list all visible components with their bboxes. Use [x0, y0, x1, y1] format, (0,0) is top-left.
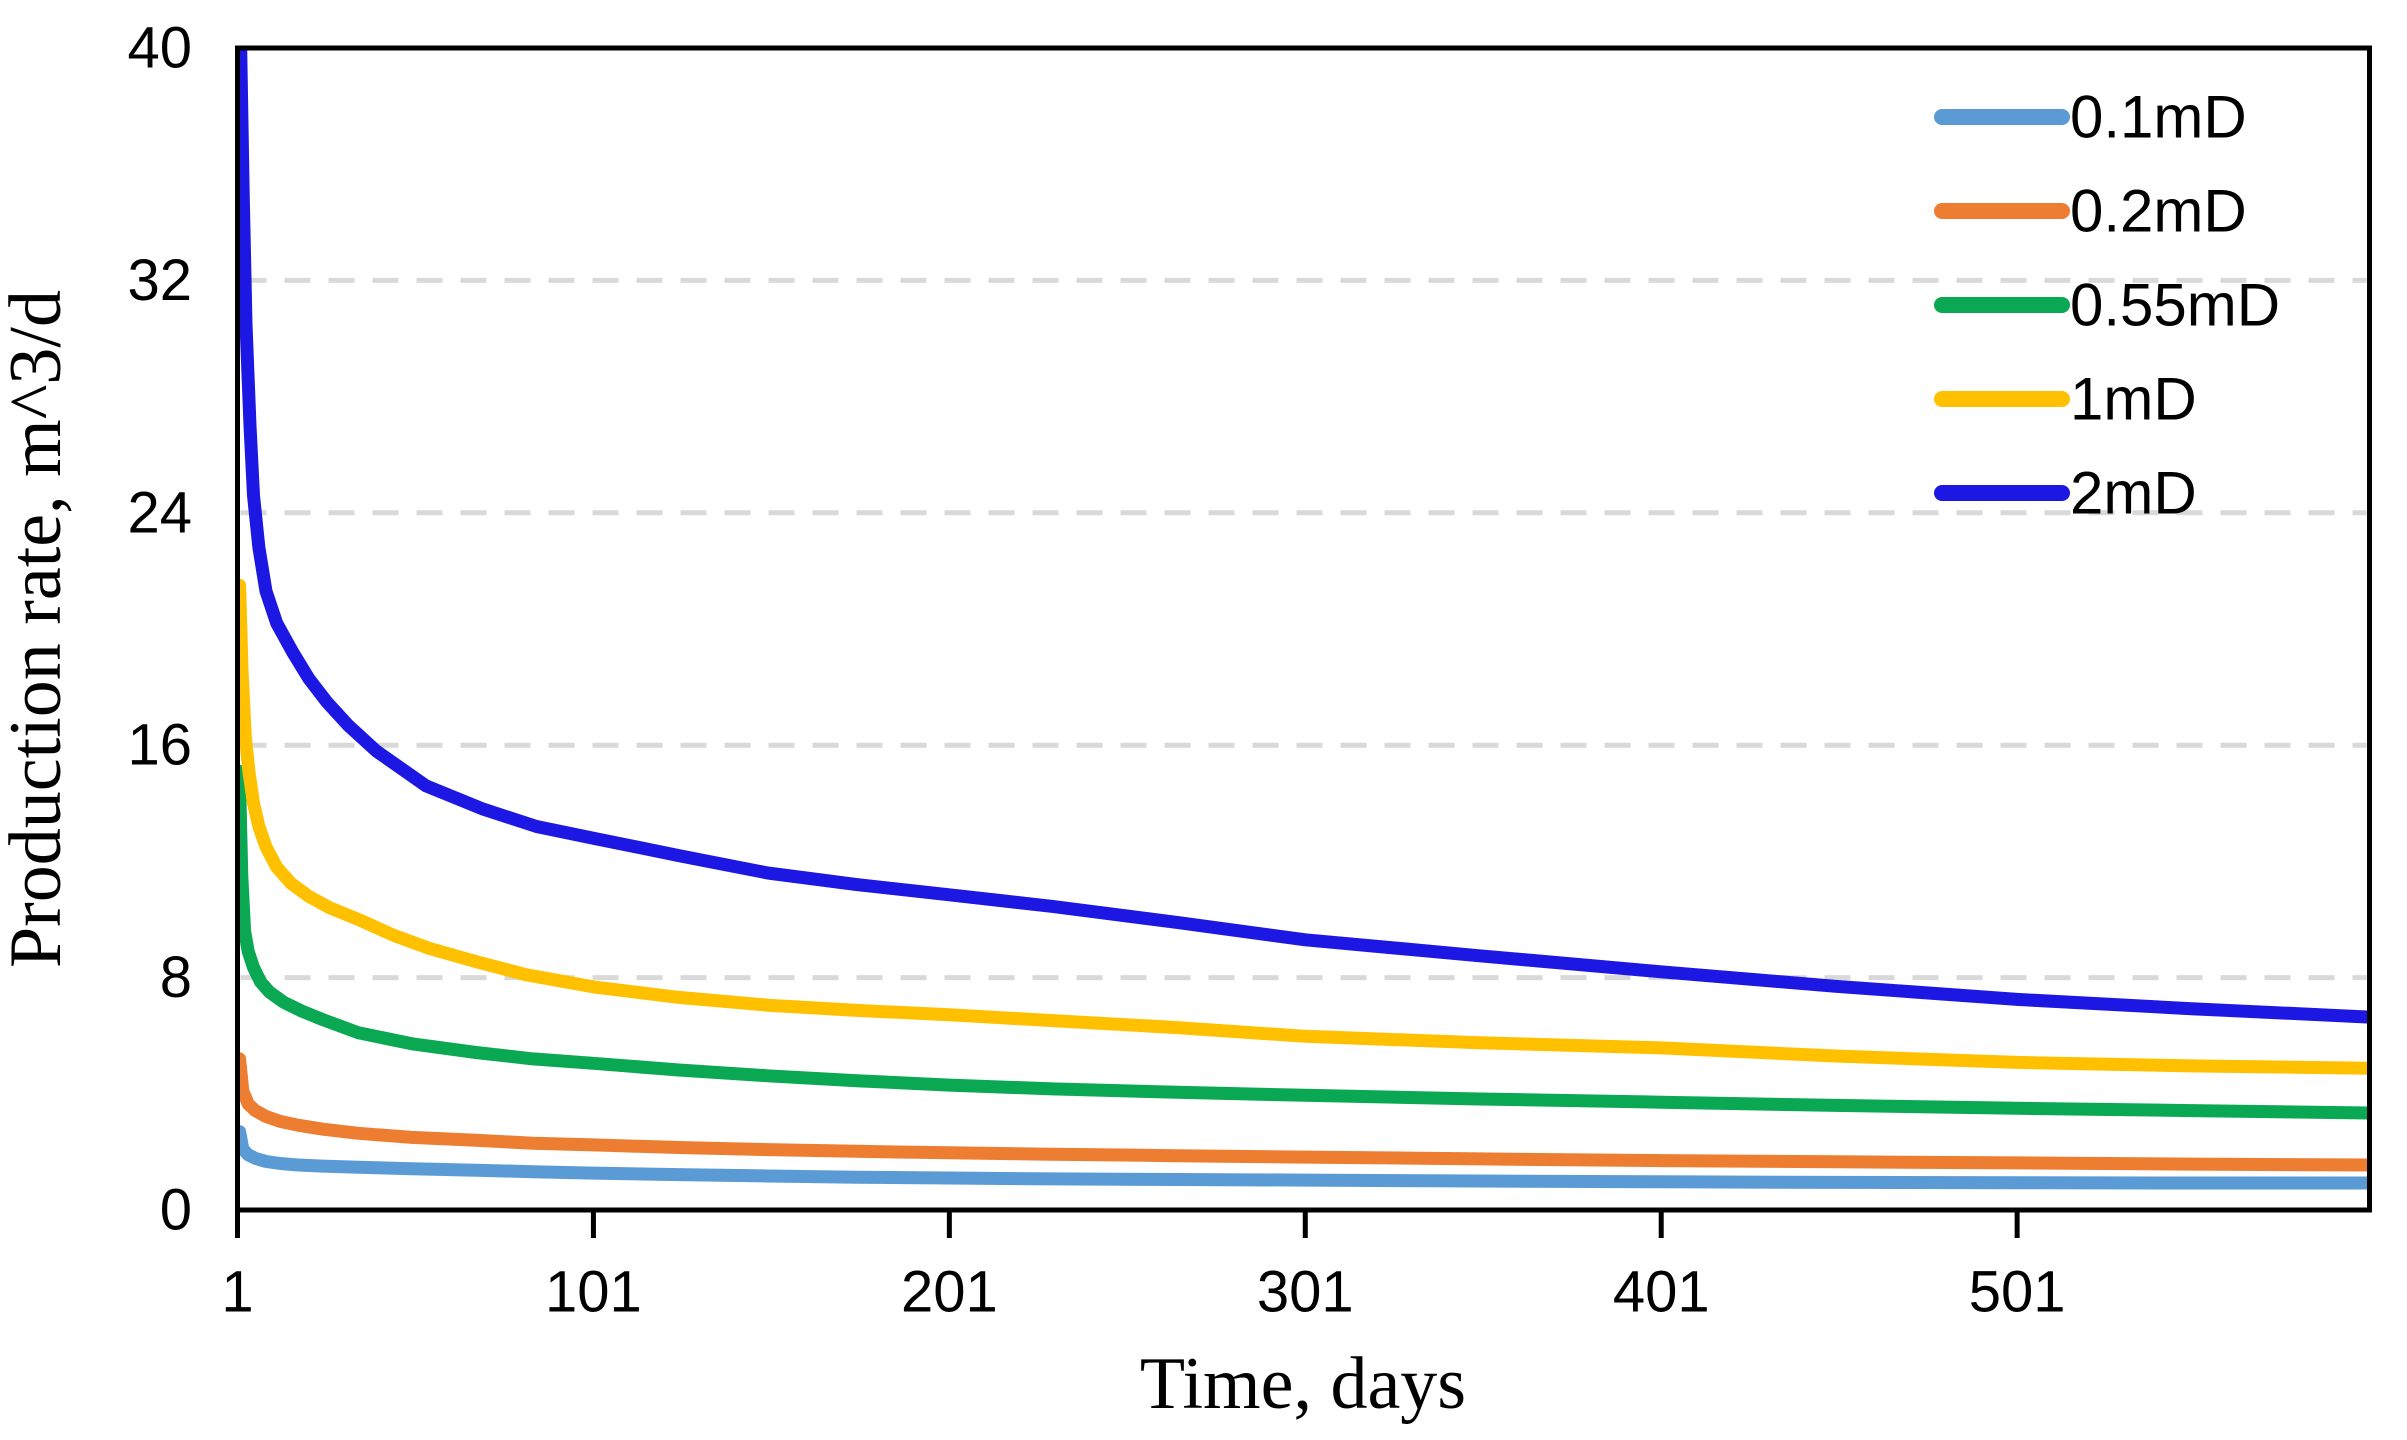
y-tick-label-8: 8 — [160, 945, 192, 1010]
x-axis-ticks — [235, 1212, 2020, 1238]
series-line-0.55mD — [235, 764, 2372, 1120]
legend-item-0.1mD: 0.1mD — [1934, 84, 2247, 151]
x-tick-label-401: 401 — [1613, 1260, 1710, 1325]
x-tick-label-201: 201 — [901, 1260, 998, 1325]
gridlines — [240, 277, 2367, 981]
legend-item-2mD: 2mD — [1934, 460, 2197, 527]
series-lines — [235, 45, 2372, 1190]
legend-item-0.2mD: 0.2mD — [1934, 178, 2247, 245]
y-tick-label-16: 16 — [127, 713, 192, 778]
y-tick-label-24: 24 — [127, 480, 192, 545]
legend-label-1mD: 1mD — [2070, 366, 2197, 433]
legend-label-0.2mD: 0.2mD — [2070, 178, 2247, 245]
y-tick-label-32: 32 — [127, 248, 192, 313]
legend: 0.1mD 0.2mD 0.55mD 1mD 2mD — [1934, 84, 2280, 527]
x-tick-label-1: 1 — [221, 1260, 253, 1325]
x-tick-label-501: 501 — [1969, 1260, 2066, 1325]
x-axis-title: Time, days — [1140, 1343, 1466, 1425]
legend-label-2mD: 2mD — [2070, 460, 2197, 527]
legend-item-1mD: 1mD — [1934, 366, 2197, 433]
legend-item-0.55mD: 0.55mD — [1934, 272, 2280, 339]
x-tick-label-101: 101 — [545, 1260, 642, 1325]
legend-label-0.55mD: 0.55mD — [2070, 272, 2280, 339]
plot-border — [235, 45, 2372, 1213]
y-tick-label-0: 0 — [160, 1178, 192, 1243]
y-tick-label-40: 40 — [127, 16, 192, 81]
series-line-1mD — [235, 578, 2372, 1075]
y-axis-tick-labels: 0 8 16 24 32 40 — [127, 16, 192, 1243]
series-line-2mD — [235, 45, 2372, 1024]
x-tick-label-301: 301 — [1257, 1260, 1354, 1325]
series-line-0.2mD — [235, 1052, 2372, 1172]
x-axis-tick-labels: 1 101 201 301 401 501 — [221, 1260, 2065, 1325]
y-axis-title: Production rate, m^3/d — [0, 290, 77, 968]
series-line-0.1mD — [235, 1125, 2372, 1190]
legend-label-0.1mD: 0.1mD — [2070, 84, 2247, 151]
